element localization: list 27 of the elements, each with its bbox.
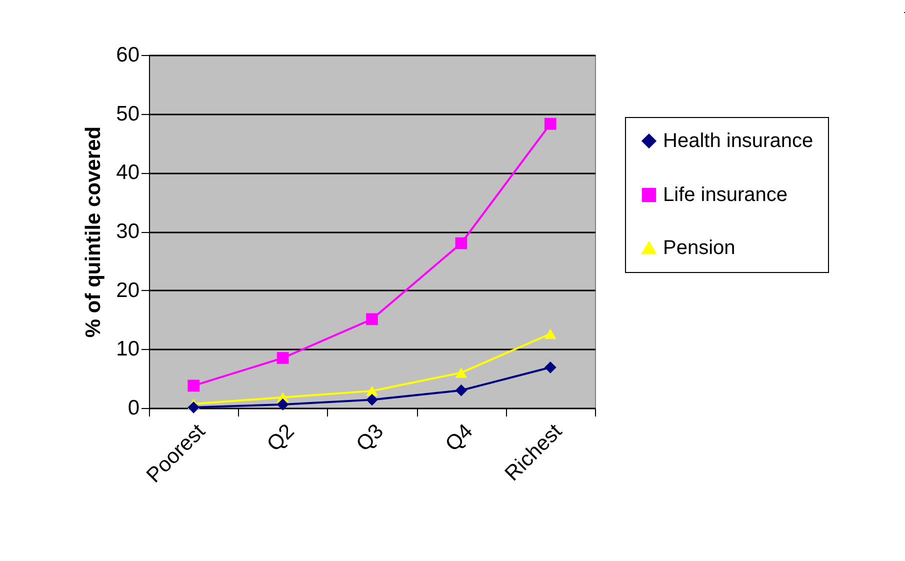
legend-label: Life insurance	[663, 184, 788, 206]
x-tick-label: Q3	[352, 420, 388, 456]
point	[188, 401, 200, 414]
x-tick-label: Q4	[441, 420, 478, 456]
point	[188, 380, 200, 392]
point	[544, 361, 556, 374]
y-tick-label: 10	[116, 338, 140, 361]
x-tick-label: Q2	[262, 420, 299, 456]
y-axis-title: % of quintile covered	[82, 126, 106, 338]
point	[455, 237, 468, 250]
y-tick-label: 20	[116, 278, 140, 302]
y-tick-label: 30	[116, 220, 140, 243]
point	[544, 118, 556, 130]
point	[276, 352, 289, 364]
point	[455, 384, 468, 396]
y-tick-label: 50	[116, 102, 140, 126]
point	[544, 328, 556, 339]
legend-label: Pension	[663, 237, 736, 259]
point	[455, 368, 468, 378]
y-tick-label: 0	[128, 396, 140, 420]
point	[366, 313, 378, 326]
point	[366, 394, 378, 406]
point	[276, 398, 289, 410]
point	[366, 386, 378, 396]
legend-label: Health insurance	[663, 130, 814, 152]
y-tick-label: 60	[116, 44, 140, 66]
y-tick-label: 40	[116, 161, 140, 184]
